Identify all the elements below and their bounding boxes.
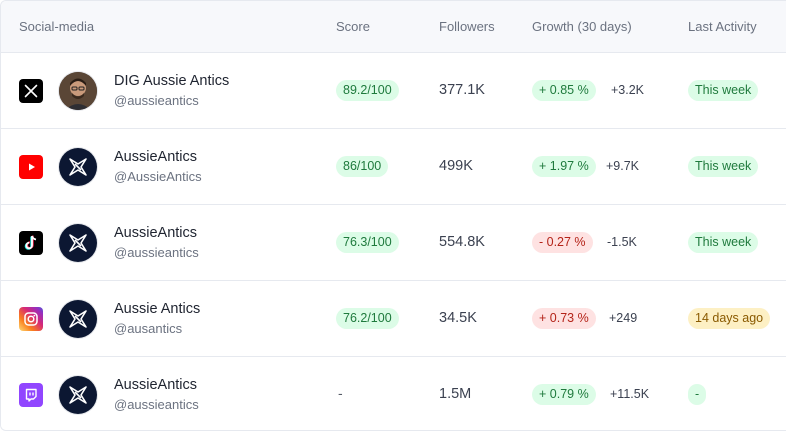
account-name[interactable]: AussieAntics <box>114 377 198 393</box>
table-row[interactable]: Aussie Antics @ausantics 76.2/100 34.5K … <box>1 281 786 357</box>
followers-count: 34.5K <box>439 310 477 326</box>
youtube-icon <box>19 155 43 179</box>
score-value: - <box>338 385 343 401</box>
activity-badge: This week <box>688 80 759 101</box>
account-handle: @aussieantics <box>114 245 199 260</box>
x-icon <box>19 79 43 103</box>
growth-badge: - 0.27 % <box>532 232 593 253</box>
avatar <box>59 224 97 262</box>
score-badge: 76.3/100 <box>336 232 399 253</box>
growth-delta: +249 <box>609 311 638 325</box>
followers-count: 554.8K <box>439 234 485 250</box>
twitch-icon <box>19 383 43 407</box>
account-name[interactable]: AussieAntics <box>114 225 198 241</box>
growth-delta: +11.5K <box>610 387 650 401</box>
account-name[interactable]: DIG Aussie Antics <box>114 73 230 89</box>
header-last-activity[interactable]: Last Activity <box>688 19 757 34</box>
growth-badge: + 0.73 % <box>532 308 596 329</box>
activity-badge: This week <box>688 156 759 177</box>
header-score[interactable]: Score <box>336 19 370 34</box>
table-row[interactable]: AussieAntics @aussieantics 76.3/100 554.… <box>1 205 786 281</box>
table-row[interactable]: AussieAntics @aussieantics - 1.5M + 0.79… <box>1 357 786 430</box>
account-handle: @aussieantics <box>114 93 199 108</box>
account-name[interactable]: AussieAntics <box>114 149 198 165</box>
account-name[interactable]: Aussie Antics <box>114 301 201 317</box>
tiktok-icon <box>19 231 43 255</box>
followers-count: 1.5M <box>439 386 472 402</box>
growth-badge: + 0.85 % <box>532 80 596 101</box>
growth-badge: + 1.97 % <box>532 156 596 177</box>
avatar <box>59 300 97 338</box>
table-header: Social-media Score Followers Growth (30 … <box>1 1 786 53</box>
activity-badge: - <box>688 384 707 405</box>
account-handle: @aussieantics <box>114 397 199 412</box>
account-handle: @ausantics <box>114 321 183 336</box>
growth-delta: -1.5K <box>607 235 637 249</box>
avatar <box>59 148 97 186</box>
score-badge: 89.2/100 <box>336 80 399 101</box>
growth-delta: +3.2K <box>611 83 645 97</box>
table-row[interactable]: DIG Aussie Antics @aussieantics 89.2/100… <box>1 53 786 129</box>
header-growth[interactable]: Growth (30 days) <box>532 19 632 34</box>
activity-badge: 14 days ago <box>688 308 771 329</box>
followers-count: 499K <box>439 158 473 174</box>
instagram-icon <box>19 307 43 331</box>
growth-badge: + 0.79 % <box>532 384 596 405</box>
growth-delta: +9.7K <box>606 159 640 173</box>
table-row[interactable]: AussieAntics @AussieAntics 86/100 499K +… <box>1 129 786 205</box>
followers-count: 377.1K <box>439 82 485 98</box>
header-followers[interactable]: Followers <box>439 19 495 34</box>
activity-badge: This week <box>688 232 759 253</box>
score-badge: 86/100 <box>336 156 389 177</box>
avatar <box>59 376 97 414</box>
score-badge: 76.2/100 <box>336 308 399 329</box>
avatar <box>59 72 97 110</box>
header-social-media[interactable]: Social-media <box>19 19 95 34</box>
account-handle: @AussieAntics <box>114 169 202 184</box>
